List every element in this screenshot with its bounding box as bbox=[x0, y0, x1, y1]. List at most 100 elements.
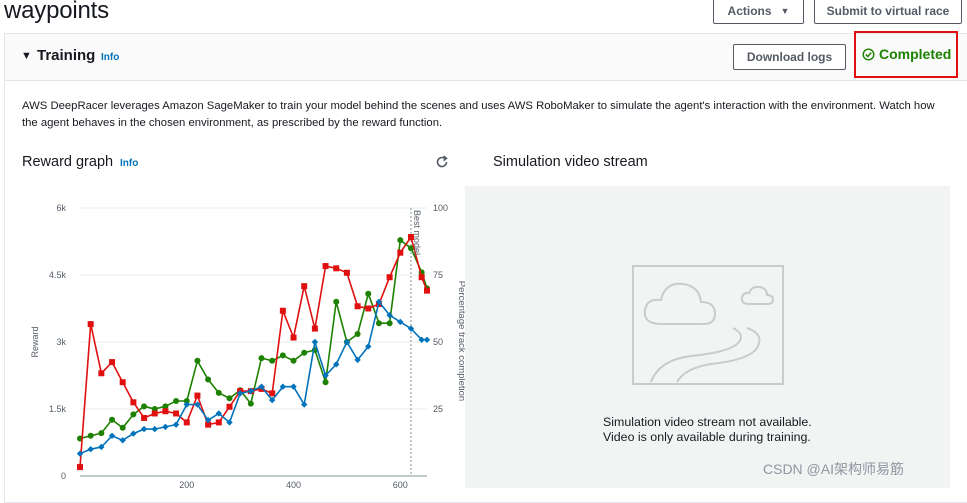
data-point bbox=[140, 425, 148, 433]
y2-tick-label: 100 bbox=[433, 203, 448, 213]
status-highlight-box bbox=[854, 31, 958, 78]
reward-graph-title: Reward graph bbox=[22, 154, 114, 170]
y-axis-label: Reward bbox=[30, 326, 40, 357]
series-line bbox=[79, 235, 428, 468]
submit-to-virtual-race-button[interactable]: Submit to virtual race bbox=[814, 0, 962, 24]
caret-down-icon: ▼ bbox=[780, 6, 790, 16]
data-point bbox=[162, 408, 169, 415]
data-point bbox=[333, 265, 340, 272]
data-point bbox=[268, 396, 276, 404]
data-point bbox=[290, 334, 297, 341]
status-text: Completed bbox=[879, 46, 952, 62]
data-point bbox=[77, 464, 83, 471]
data-point bbox=[173, 397, 180, 404]
training-info-link[interactable]: Info bbox=[101, 52, 120, 63]
data-point bbox=[87, 321, 94, 328]
data-point bbox=[279, 352, 286, 359]
data-point bbox=[162, 423, 169, 431]
data-point bbox=[87, 446, 94, 453]
data-point bbox=[386, 320, 393, 327]
data-point bbox=[290, 383, 297, 390]
simulation-video-area: Simulation video stream not available. V… bbox=[465, 186, 950, 488]
data-point bbox=[194, 401, 201, 408]
data-point bbox=[130, 430, 137, 437]
data-point bbox=[183, 397, 190, 404]
data-point bbox=[322, 379, 329, 386]
data-point bbox=[247, 400, 254, 407]
data-point bbox=[333, 298, 340, 305]
data-point bbox=[397, 249, 404, 256]
actions-dropdown-button[interactable]: Actions ▼ bbox=[713, 0, 804, 24]
data-point bbox=[130, 411, 137, 418]
y2-axis-label: Percentage track completion bbox=[456, 281, 467, 401]
data-point bbox=[119, 437, 126, 444]
refresh-icon[interactable] bbox=[434, 154, 450, 170]
x-tick-label: 200 bbox=[179, 480, 194, 488]
training-description: AWS DeepRacer leverages Amazon SageMaker… bbox=[22, 100, 935, 129]
data-point bbox=[343, 338, 351, 346]
page-title: waypoints bbox=[4, 0, 109, 24]
chart-grid bbox=[80, 207, 427, 477]
cloud-road-illustration-icon bbox=[632, 265, 784, 385]
data-point bbox=[162, 403, 169, 410]
check-circle-icon bbox=[862, 47, 875, 61]
reward-graph-info-link[interactable]: Info bbox=[120, 158, 139, 169]
data-point bbox=[226, 419, 233, 426]
data-point bbox=[365, 290, 372, 297]
training-title[interactable]: Training bbox=[37, 47, 96, 64]
data-point bbox=[141, 414, 148, 421]
data-point bbox=[386, 274, 393, 281]
data-point bbox=[226, 403, 233, 410]
data-point bbox=[258, 355, 265, 362]
data-point bbox=[375, 320, 382, 327]
data-point bbox=[204, 416, 212, 424]
data-point bbox=[109, 359, 116, 366]
data-point bbox=[301, 349, 308, 356]
data-point bbox=[130, 399, 137, 406]
y-tick-label: 3k bbox=[56, 337, 66, 347]
data-point bbox=[119, 424, 126, 431]
data-point bbox=[343, 269, 350, 276]
data-point bbox=[119, 379, 126, 386]
data-point bbox=[215, 410, 222, 417]
y-tick-label: 1.5k bbox=[49, 404, 67, 414]
data-point bbox=[269, 357, 276, 364]
data-point bbox=[397, 237, 404, 244]
data-point bbox=[269, 390, 276, 397]
data-point bbox=[151, 425, 158, 433]
data-point bbox=[226, 395, 233, 402]
data-point bbox=[311, 325, 318, 332]
data-point bbox=[290, 357, 297, 364]
data-point bbox=[301, 283, 308, 290]
data-point bbox=[418, 336, 425, 343]
download-logs-button[interactable]: Download logs bbox=[733, 44, 846, 70]
data-point bbox=[151, 410, 158, 417]
data-point bbox=[322, 263, 329, 270]
data-point bbox=[375, 298, 383, 305]
y-tick-label: 4.5k bbox=[49, 270, 67, 280]
data-point bbox=[365, 343, 372, 350]
y2-tick-label: 50 bbox=[433, 337, 443, 347]
data-point bbox=[407, 325, 415, 332]
data-point bbox=[247, 387, 255, 395]
y2-tick-label: 25 bbox=[433, 404, 443, 414]
data-point bbox=[183, 419, 190, 426]
series-line bbox=[79, 300, 427, 455]
data-point bbox=[98, 443, 105, 451]
data-point bbox=[279, 383, 287, 390]
data-point bbox=[311, 338, 319, 346]
collapse-triangle-icon[interactable]: ▼ bbox=[21, 50, 32, 62]
data-point bbox=[108, 432, 116, 439]
data-point bbox=[407, 234, 414, 241]
data-point bbox=[205, 421, 212, 428]
data-point bbox=[183, 401, 190, 408]
data-point bbox=[172, 421, 180, 428]
data-point bbox=[397, 318, 404, 326]
data-point bbox=[215, 419, 222, 426]
data-point bbox=[109, 416, 116, 423]
watermark: CSDN @AI架构师易筋 bbox=[763, 461, 904, 477]
data-point bbox=[354, 330, 361, 337]
y2-tick-label: 75 bbox=[433, 270, 443, 280]
data-point bbox=[87, 432, 94, 439]
video-message-line-2: Video is only available during training. bbox=[603, 430, 811, 444]
